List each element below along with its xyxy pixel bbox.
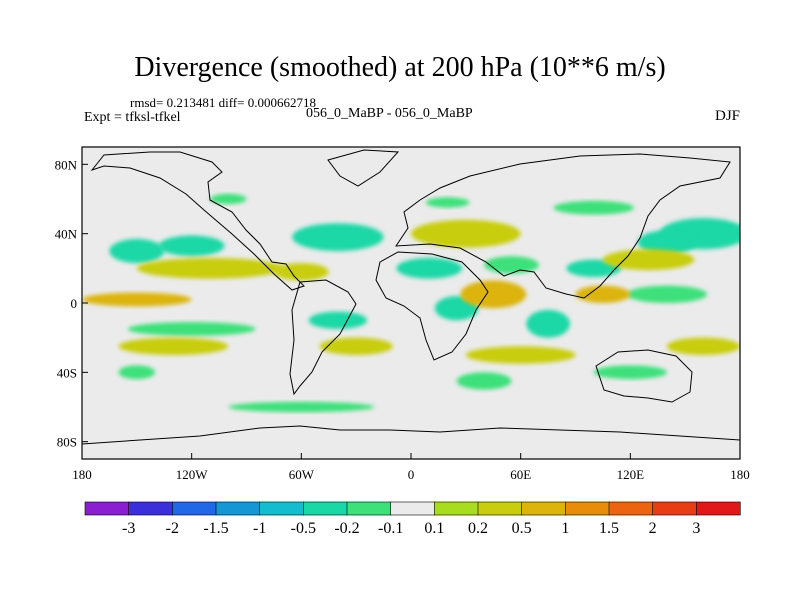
- y-tick-label: 40N: [55, 227, 78, 242]
- divergence-blob-9: [484, 256, 539, 274]
- y-tick-label: 0: [71, 296, 78, 311]
- divergence-blob-25: [460, 280, 527, 309]
- colorbar-label: 3: [692, 520, 700, 537]
- colorbar-swatch: [346, 501, 392, 516]
- divergence-blob-17: [228, 401, 375, 413]
- colorbar-swatch: [259, 501, 304, 516]
- y-tick-label: 80S: [57, 435, 77, 450]
- colorbar-label: -3: [122, 520, 135, 537]
- season-label: DJF: [714, 108, 740, 124]
- divergence-blob-15: [308, 311, 368, 329]
- y-axis: 80N 40N 0 40S 80S: [55, 157, 88, 450]
- x-tick-label: 0: [408, 467, 415, 482]
- divergence-blob-26: [575, 285, 631, 303]
- divergence-blob-14: [127, 322, 256, 336]
- x-tick-label: 120E: [617, 467, 645, 482]
- colorbar-swatch: [128, 501, 173, 516]
- colorbar-swatch: [652, 501, 697, 516]
- chart-title: Divergence (smoothed) at 200 hPa (10**6 …: [134, 52, 666, 83]
- x-tick-label: 60W: [289, 467, 315, 482]
- divergence-blob-4: [425, 197, 470, 208]
- divergence-blob-2: [209, 193, 247, 205]
- divergence-blob-8: [396, 257, 463, 279]
- colorbar-label: 2: [649, 520, 657, 537]
- coast-antarctica: [82, 425, 740, 445]
- divergence-blob-3: [292, 223, 384, 252]
- coast-greenland: [327, 149, 400, 187]
- colorbar-label: 0.5: [512, 520, 532, 537]
- divergence-field: [82, 193, 740, 413]
- divergence-blob-7: [637, 230, 697, 255]
- divergence-blob-19: [593, 365, 667, 380]
- divergence-blob-1: [158, 235, 225, 257]
- divergence-blob-29: [465, 346, 576, 364]
- experiment-label: Expt = tfksl-tfkel: [84, 110, 181, 125]
- divergence-blob-30: [666, 337, 740, 355]
- coast-africa: [375, 251, 489, 361]
- colorbar-swatch: [390, 501, 435, 516]
- divergence-blob-24: [82, 292, 192, 307]
- colorbar-swatch: [477, 501, 523, 516]
- stats-label: rmsd= 0.213481 diff= 0.000662718: [130, 95, 316, 110]
- colorbar-label: 0.1: [424, 520, 444, 537]
- x-tick-label: 120W: [176, 467, 209, 482]
- y-tick-label: 80N: [55, 157, 78, 172]
- x-tick-label: 180: [730, 467, 750, 482]
- x-tick-label: 60E: [510, 467, 531, 482]
- divergence-blob-5: [553, 200, 634, 215]
- colorbar-swatch: [172, 501, 217, 516]
- colorbar-label: 1: [561, 520, 569, 537]
- divergence-blob-20: [136, 257, 283, 279]
- colorbar-label: -0.2: [334, 520, 359, 537]
- colorbar-label: -0.5: [291, 520, 316, 537]
- divergence-blob-0: [109, 238, 165, 264]
- case-label: 056_0_MaBP - 056_0_MaBP: [306, 106, 473, 121]
- x-axis: 180 120W 60W 0 60E 120E 180: [72, 453, 750, 482]
- x-tick-label: 180: [72, 467, 92, 482]
- coast-north-america: [90, 151, 305, 291]
- divergence-blob-27: [118, 337, 229, 355]
- divergence-blob-22: [411, 219, 521, 248]
- colorbar-label: 1.5: [599, 520, 619, 537]
- colorbar-label: 0.2: [468, 520, 488, 537]
- colorbar-swatch: [696, 501, 741, 516]
- divergence-blob-16: [118, 365, 156, 380]
- colorbar-label: -2: [166, 520, 179, 537]
- colorbar-swatch: [84, 501, 130, 516]
- coast-south-america: [289, 279, 357, 396]
- divergence-blob-21: [273, 263, 329, 281]
- divergence-blob-28: [319, 337, 393, 355]
- colorbar-swatch: [521, 501, 566, 516]
- divergence-blob-18: [456, 372, 512, 390]
- colorbar-swatch: [215, 501, 261, 516]
- y-tick-label: 40S: [57, 365, 77, 380]
- colorbar-swatch: [303, 501, 348, 516]
- colorbar-swatch: [608, 501, 654, 516]
- colorbar-swatch: [565, 501, 610, 516]
- colorbar-label: -1.5: [203, 520, 228, 537]
- colorbar-label: -1: [253, 520, 266, 537]
- coast-eurasia: [395, 153, 731, 299]
- coast-australia: [595, 349, 693, 403]
- colorbar-swatch: [434, 501, 479, 516]
- divergence-blob-13: [526, 309, 570, 338]
- coastline-outline: [82, 149, 740, 445]
- divergence-blob-23: [602, 249, 695, 271]
- colorbar: -3 -2 -1.5 -1 -0.5 -0.2 -0.1 0.1 0.2 0.5 1 1.5 2 3: [84, 501, 741, 537]
- divergence-blob-11: [626, 285, 708, 303]
- colorbar-label: -0.1: [378, 520, 403, 537]
